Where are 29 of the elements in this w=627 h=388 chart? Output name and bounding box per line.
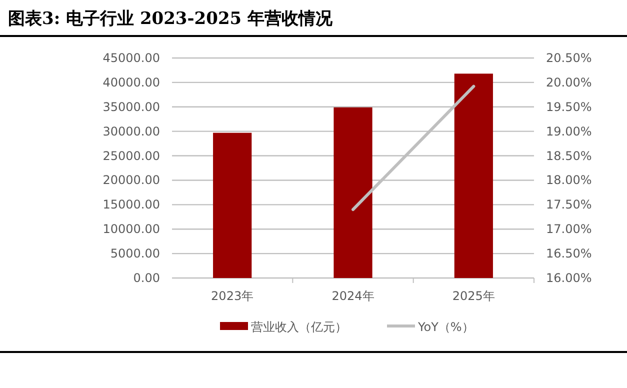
y2-tick-label: 19.00% (546, 124, 592, 138)
chart-title: 图表3: 电子行业 2023-2025 年营收情况 (8, 9, 334, 29)
y-tick-label: 10000.00 (102, 222, 160, 236)
y-tick-label: 40000.00 (102, 75, 160, 90)
y-tick-label: 30000.00 (102, 124, 160, 138)
x-tick-label: 2025年 (452, 289, 495, 303)
y2-tick-label: 20.50% (546, 51, 592, 65)
y-tick-label: 5000.00 (110, 246, 160, 261)
bar (454, 74, 493, 278)
y-tick-label: 15000.00 (102, 198, 160, 212)
y2-tick-label: 17.00% (546, 222, 592, 236)
bar (213, 132, 252, 278)
y2-tick-label: 18.50% (546, 148, 592, 163)
x-tick-label: 2024年 (332, 289, 374, 303)
y2-tick-label: 17.50% (546, 198, 592, 212)
y-tick-label: 25000.00 (102, 148, 160, 163)
bar (334, 107, 372, 278)
y-tick-label: 20000.00 (102, 173, 160, 188)
x-tick-label: 2023年 (211, 289, 254, 303)
y-tick-label: 45000.00 (102, 51, 160, 65)
legend-label: YoY（%） (417, 320, 474, 334)
y2-tick-label: 16.50% (546, 246, 592, 261)
y-tick-label: 0.00 (133, 271, 160, 285)
y2-tick-label: 18.00% (546, 173, 592, 188)
y2-tick-label: 16.00% (546, 271, 592, 285)
y2-tick-label: 20.00% (546, 75, 592, 90)
y2-tick-label: 19.50% (546, 100, 592, 114)
legend-label: 营业收入（亿元） (251, 320, 347, 334)
y-tick-label: 35000.00 (102, 100, 160, 114)
